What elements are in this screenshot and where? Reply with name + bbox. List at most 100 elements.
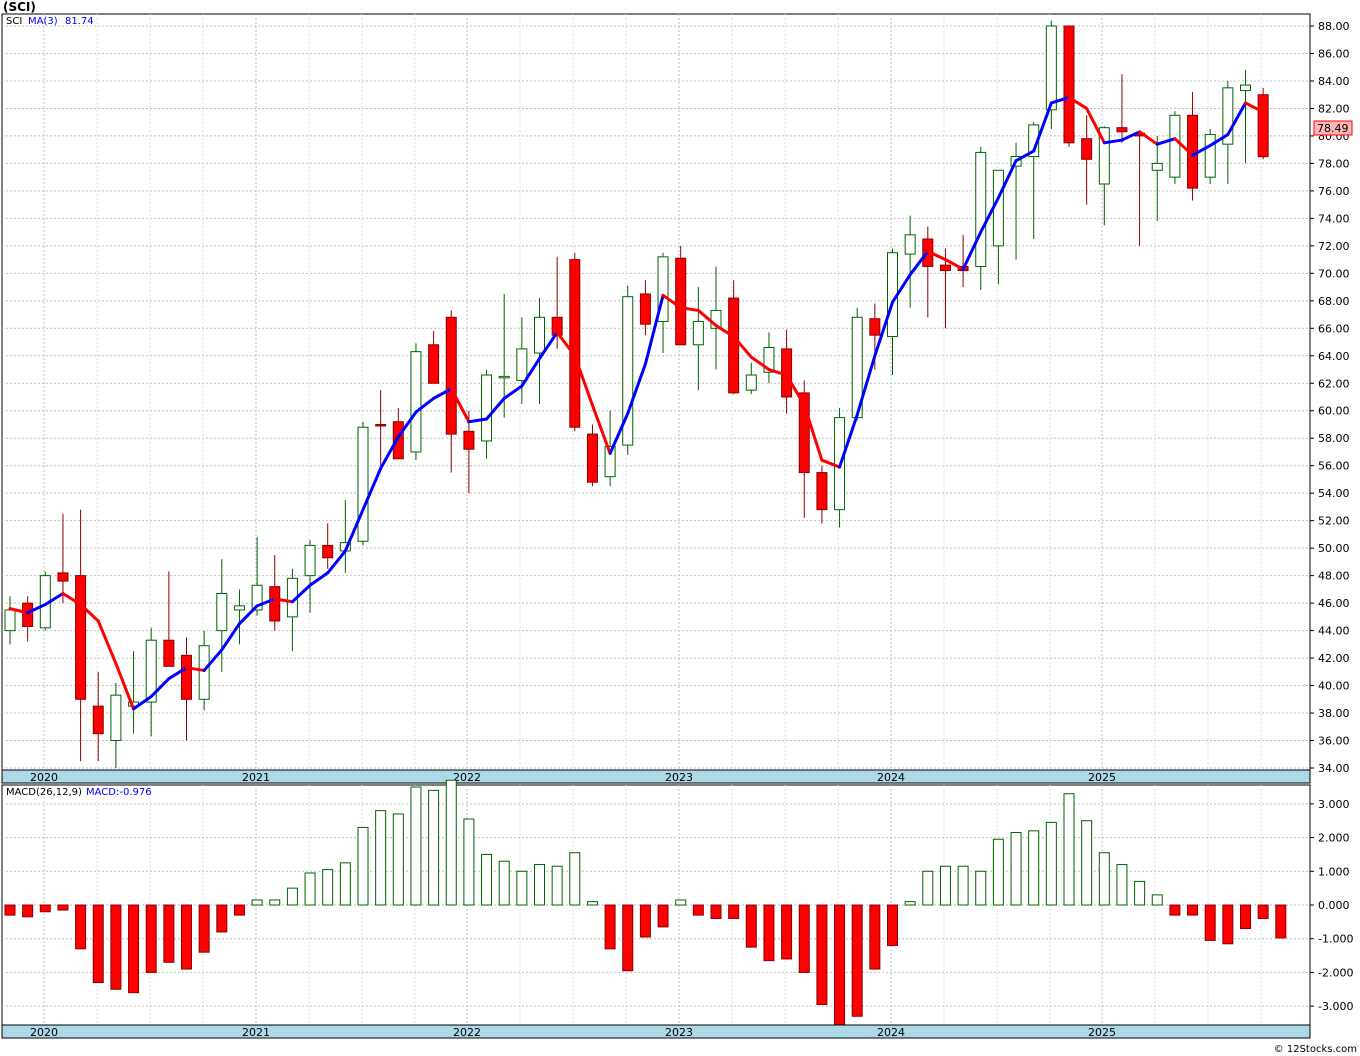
candle-body	[1240, 84, 1251, 92]
candle-body	[1098, 127, 1110, 185]
ma3-segment	[573, 354, 594, 407]
macd-bar	[163, 904, 175, 963]
macd-bar	[851, 904, 863, 1017]
macd-bar	[534, 864, 545, 906]
price-y-tick-label: 70.00	[1318, 267, 1350, 280]
candle-body	[233, 605, 245, 611]
legend-ma-label: MA(3)	[28, 16, 58, 27]
price-y-tick-label: 66.00	[1318, 322, 1350, 335]
ma3-segment	[114, 662, 136, 711]
price-y-tick-label: 52.00	[1318, 515, 1350, 528]
macd-y-tick-label: 0.000	[1318, 899, 1350, 912]
macd-bar	[975, 870, 987, 906]
macd-bar	[286, 887, 298, 906]
macd-x-tick-label: 2024	[877, 1026, 905, 1039]
candle-body	[939, 264, 951, 272]
macd-bar	[728, 904, 740, 919]
macd-bar	[269, 899, 281, 906]
price-y-tick-label: 40.00	[1318, 680, 1350, 693]
candle-body	[251, 584, 263, 611]
macd-bar	[392, 813, 404, 906]
macd-bar	[233, 904, 245, 916]
macd-bar	[745, 904, 757, 948]
ma3-segment	[555, 330, 577, 358]
candle-body	[1169, 114, 1181, 178]
ma3-segment	[926, 249, 947, 262]
macd-bar	[75, 904, 87, 950]
ma3-segment	[202, 648, 224, 672]
ma3-segment	[43, 591, 65, 606]
ma3-segment	[432, 387, 453, 400]
credit-text: © 12Stocks.com	[1273, 1044, 1357, 1055]
ma3-segment	[626, 362, 647, 415]
macd-bar	[375, 810, 387, 906]
macd-bar	[869, 904, 881, 970]
candle-body	[357, 426, 369, 542]
candle-body	[375, 423, 387, 427]
macd-bar	[1275, 904, 1287, 939]
last-price-badge	[1313, 120, 1353, 136]
ma3-segment	[1138, 130, 1159, 146]
macd-bar	[22, 904, 34, 918]
macd-bar	[357, 826, 369, 906]
ma3-segment	[855, 354, 877, 417]
candle-body	[498, 375, 510, 379]
macd-bar	[57, 904, 69, 911]
candle-body	[816, 472, 828, 511]
macd-bar	[798, 904, 810, 973]
macd-bar	[639, 904, 651, 938]
ma3-line-series	[8, 95, 1265, 711]
candlestick-series	[4, 20, 1269, 768]
ma3-segment	[908, 249, 930, 277]
macd-bar	[39, 904, 51, 913]
ma3-segment	[1049, 95, 1071, 105]
ma3-segment	[167, 666, 188, 681]
macd-bar	[1098, 852, 1110, 906]
ma3-segment	[538, 330, 559, 361]
ma3-segment	[414, 396, 436, 414]
ma3-segment	[1226, 101, 1247, 137]
macd-bar	[1240, 904, 1251, 930]
price-x-tick-label: 2022	[453, 771, 481, 784]
candle-body	[1151, 162, 1163, 171]
ma3-segment	[255, 597, 277, 608]
candle-body	[216, 592, 228, 632]
legend-ma-value: 81.74	[65, 16, 94, 27]
macd-bar	[1045, 821, 1057, 906]
macd-x-tick-label: 2022	[453, 1026, 481, 1039]
ma3-segment	[79, 602, 100, 623]
candle-body	[1116, 127, 1128, 133]
macd-bar	[1028, 830, 1040, 906]
macd-bar	[1116, 864, 1128, 906]
candle-body	[639, 293, 651, 325]
ma3-segment	[396, 410, 418, 439]
candle-body	[481, 374, 493, 442]
candle-body	[675, 257, 687, 346]
macd-bar	[1169, 904, 1181, 916]
candle-body	[798, 392, 810, 474]
candle-body	[322, 544, 334, 559]
macd-bar	[445, 779, 457, 906]
chart-title: (SCI)	[3, 0, 36, 14]
macd-bar	[569, 852, 581, 906]
price-y-tick-label: 36.00	[1318, 735, 1350, 748]
macd-bar	[481, 853, 493, 906]
macd-bar	[692, 904, 704, 916]
ma3-segment	[237, 604, 259, 626]
macd-bar	[1204, 904, 1216, 941]
macd-bar	[586, 901, 598, 906]
ma3-segment	[943, 258, 965, 271]
price-y-tick-label: 62.00	[1318, 377, 1350, 390]
macd-bar	[904, 901, 916, 906]
candle-body	[904, 234, 916, 255]
macd-bar	[675, 899, 687, 906]
ma3-segment	[1191, 144, 1212, 157]
macd-bar	[781, 904, 793, 960]
macd-bar	[463, 818, 475, 906]
price-y-tick-label: 38.00	[1318, 707, 1350, 720]
price-x-axis-band	[1, 769, 1311, 784]
candle-body	[534, 316, 545, 354]
macd-y-axis: -3.000 -2.000 -1.000 0.000 1.000 2.000 3.000	[1310, 798, 1353, 1013]
ma3-segment	[467, 417, 489, 424]
